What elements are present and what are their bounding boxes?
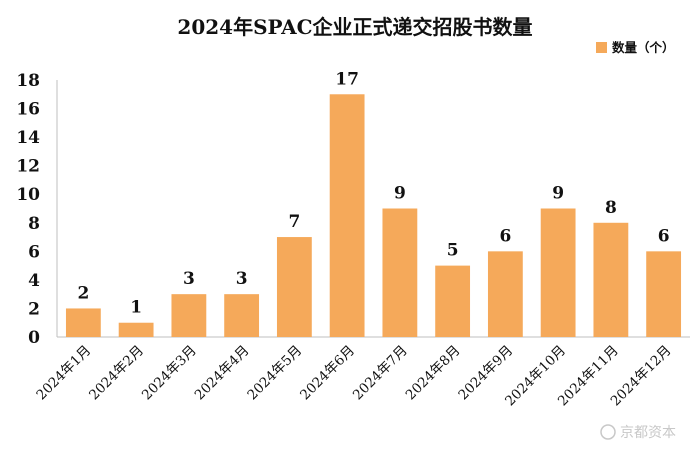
bar [382, 208, 418, 337]
data-label: 2 [77, 283, 89, 303]
bar [118, 322, 154, 337]
y-tick-label: 18 [16, 71, 40, 91]
x-tick-label: 2024年4月 [192, 343, 253, 404]
x-axis-labels: 2024年1月2024年2月2024年3月2024年4月2024年5月2024年… [33, 343, 674, 410]
y-tick-label: 2 [28, 299, 40, 319]
data-label: 3 [183, 269, 195, 289]
bar [171, 294, 207, 337]
legend: 数量（个） [596, 40, 675, 55]
data-label: 3 [236, 269, 248, 289]
data-label: 9 [394, 184, 406, 204]
data-label: 17 [335, 69, 359, 89]
y-tick-label: 8 [28, 214, 40, 234]
bar [540, 208, 576, 337]
bar [593, 222, 629, 337]
bar [646, 251, 682, 337]
y-tick-label: 16 [16, 100, 40, 120]
bars [65, 94, 682, 338]
bar [487, 251, 523, 337]
legend-label: 数量（个） [611, 40, 675, 55]
y-tick-label: 6 [28, 242, 40, 262]
bar [329, 94, 365, 338]
chart-title: 2024年SPAC企业正式递交招股书数量 [177, 15, 532, 39]
x-tick-label: 2024年5月 [244, 343, 305, 404]
bar [435, 265, 471, 337]
x-tick-label: 2024年2月 [86, 343, 147, 404]
x-tick-label: 2024年3月 [139, 343, 200, 404]
data-label: 6 [658, 226, 670, 246]
data-label: 6 [499, 226, 511, 246]
y-tick-label: 12 [16, 157, 40, 177]
watermark: 京都资本 [600, 424, 676, 441]
watermark-text: 京都资本 [620, 425, 676, 441]
data-label: 7 [288, 212, 300, 232]
x-tick-label: 2024年8月 [403, 343, 464, 404]
data-label: 8 [605, 198, 617, 218]
legend-swatch [596, 42, 607, 53]
y-tick-label: 10 [16, 185, 40, 205]
data-label: 1 [130, 298, 142, 318]
y-tick-label: 0 [28, 328, 40, 348]
y-axis-ticks: 0 2 4 6 8 10 12 14 16 18 [16, 71, 40, 348]
bar [224, 294, 260, 337]
bar [276, 237, 312, 337]
data-labels: 2 1 3 3 7 17 9 5 6 9 8 6 [77, 69, 669, 317]
x-tick-label: 2024年6月 [297, 343, 358, 404]
data-label: 9 [552, 184, 564, 204]
x-tick-label: 2024年1月 [33, 343, 94, 404]
y-tick-label: 14 [16, 128, 40, 148]
y-tick-label: 4 [28, 271, 40, 291]
bar [65, 308, 101, 337]
x-tick-label: 2024年7月 [350, 343, 411, 404]
watermark-icon [600, 424, 616, 440]
data-label: 5 [447, 241, 459, 261]
